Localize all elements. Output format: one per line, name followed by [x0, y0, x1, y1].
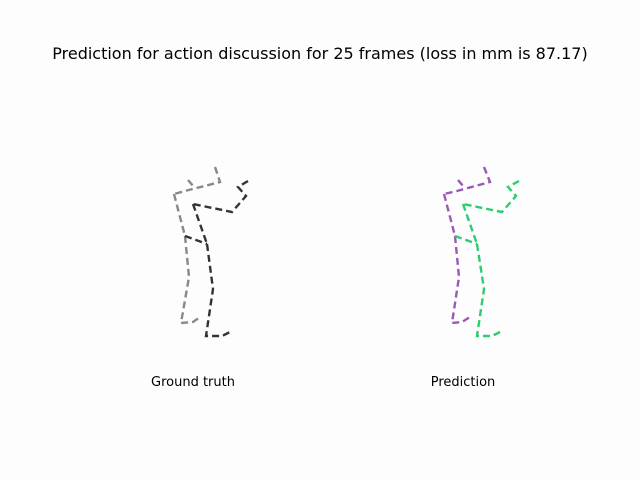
pred-head [457, 179, 465, 188]
pred-left-leg [450, 235, 471, 325]
pred-left-torso [442, 193, 457, 237]
figure-title: Prediction for action discussion for 25 … [52, 44, 588, 63]
gt-right-arm [192, 179, 249, 214]
pred-right-arm [462, 179, 520, 214]
gt-right-leg [204, 243, 233, 338]
pred-right-torso [461, 203, 479, 245]
pred-hip [454, 234, 478, 246]
gt-left-torso [172, 193, 187, 237]
gt-left-leg [179, 235, 201, 325]
gt-right-torso [191, 203, 209, 245]
pred-right-leg [475, 243, 503, 338]
gt-hip [184, 234, 208, 246]
gt-head [187, 179, 195, 188]
ground-truth-caption: Ground truth [151, 375, 235, 390]
pred-left-arm [443, 166, 492, 196]
gt-left-arm [173, 166, 222, 196]
prediction-caption: Prediction [430, 375, 496, 390]
